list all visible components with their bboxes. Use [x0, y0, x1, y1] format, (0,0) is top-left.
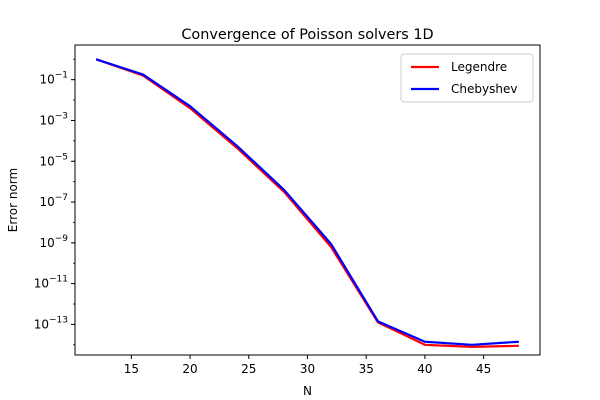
x-tick-label: 40 [417, 362, 432, 376]
y-tick-label: 10−11 [34, 275, 68, 291]
series-line-legendre [95, 58, 519, 348]
x-axis: 15 20 25 30 35 40 45 [124, 355, 491, 376]
plot-area [95, 58, 519, 348]
y-tick-label: 10−9 [39, 234, 68, 250]
y-tick-label: 10−1 [39, 71, 68, 87]
y-axis-title: Error norm [6, 168, 20, 232]
x-tick-label: 30 [300, 362, 315, 376]
y-tick-label: 10−3 [39, 111, 68, 127]
x-tick-label: 15 [124, 362, 139, 376]
y-axis: 10−1 10−3 10−5 10−7 10−9 10−11 10−13 [34, 58, 75, 346]
y-tick-label: 10−7 [39, 193, 68, 209]
x-tick-label: 25 [241, 362, 256, 376]
x-axis-title: N [303, 384, 312, 398]
legend: Legendre Chebyshev [400, 53, 534, 103]
chart-title: Convergence of Poisson solvers 1D [181, 27, 433, 43]
x-tick-label: 20 [182, 362, 197, 376]
y-tick-label: 10−13 [34, 315, 68, 331]
x-tick-label: 35 [359, 362, 374, 376]
legend-label-chebyshev: Chebyshev [451, 82, 517, 96]
x-tick-label: 45 [476, 362, 491, 376]
series-line-chebyshev [95, 58, 519, 346]
y-tick-label: 10−5 [39, 152, 68, 168]
legend-label-legendre: Legendre [451, 60, 507, 74]
